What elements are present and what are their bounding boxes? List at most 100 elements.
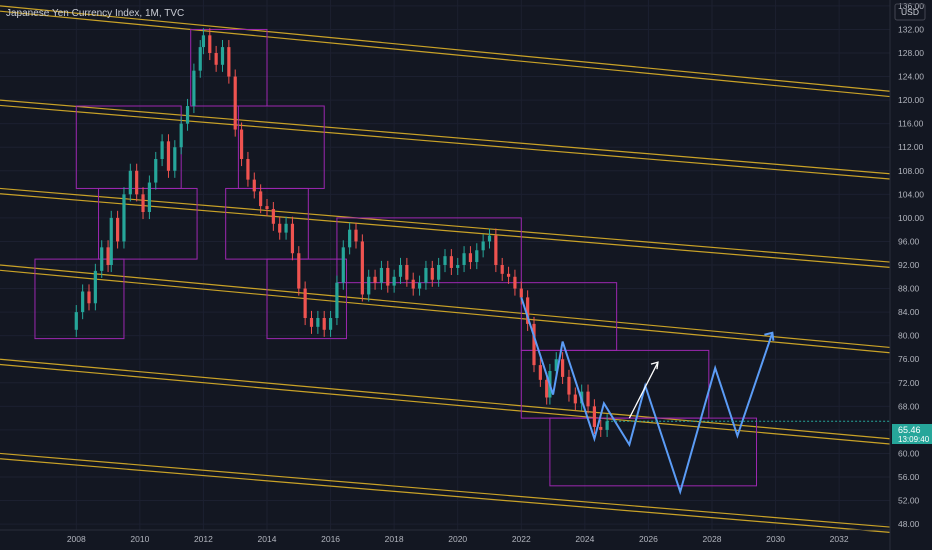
range-box[interactable] — [549, 417, 758, 487]
candle-body — [481, 241, 485, 251]
candle-body — [573, 394, 577, 404]
candle-body — [122, 194, 126, 242]
candle-body — [278, 223, 282, 233]
y-tick-label: 112.00 — [898, 142, 924, 152]
x-tick-label: 2028 — [703, 534, 722, 544]
candle-body — [154, 159, 158, 183]
candle-body — [259, 191, 263, 207]
candle-body — [532, 323, 536, 366]
time-axis[interactable]: 2008 2010 2012 2014 2016 2018 2020 2022 2024 2026… — [0, 529, 890, 544]
x-tick-label: 2008 — [67, 534, 86, 544]
channel-line — [0, 10, 891, 98]
last-price-value: 65.46 — [898, 425, 921, 435]
candle-body — [545, 379, 549, 398]
candle-body — [519, 288, 523, 298]
y-tick-label: 128.00 — [898, 48, 924, 58]
y-tick-label: 80.00 — [898, 331, 920, 341]
candle-body — [198, 47, 202, 71]
y-tick-label: 76.00 — [898, 354, 920, 364]
projection-line[interactable] — [520, 297, 774, 496]
candle-body — [106, 247, 110, 265]
currency-label: USD — [901, 7, 919, 17]
currency-button[interactable]: USD — [894, 3, 926, 21]
white-arrow-shaft[interactable] — [628, 361, 659, 419]
candle-body — [135, 170, 139, 195]
candle-body — [468, 253, 473, 263]
x-tick-label: 2020 — [448, 534, 467, 544]
last-price-badge-bg — [892, 424, 932, 444]
x-tick-label: 2010 — [130, 534, 149, 544]
candle-body — [246, 159, 250, 180]
candle-body — [309, 318, 314, 327]
candle-body — [265, 206, 269, 210]
candle-body — [271, 209, 275, 224]
x-tick-label: 2016 — [321, 534, 340, 544]
candle-body — [561, 359, 565, 377]
candle-body — [411, 279, 415, 289]
candle-body — [290, 223, 295, 254]
price-axis[interactable]: 136.00 132.00 128.00 124.00 120.00 116.00 112.… — [889, 0, 924, 550]
candle-body — [147, 182, 151, 212]
y-tick-label: 136.00 — [898, 1, 924, 11]
candle-body — [160, 141, 164, 159]
candle-body — [87, 291, 91, 304]
range-boxes — [34, 28, 758, 487]
channel-line — [0, 363, 891, 445]
candle-body — [506, 273, 511, 277]
candle-body — [437, 265, 441, 280]
candle-body — [392, 276, 396, 286]
candle-body — [386, 267, 390, 286]
candle-body — [179, 123, 183, 148]
candle-body — [354, 229, 358, 242]
candle-body — [297, 253, 301, 289]
candle-body — [599, 426, 603, 430]
range-box[interactable] — [336, 217, 522, 284]
y-tick-label: 92.00 — [898, 260, 920, 270]
candle-body — [373, 276, 377, 283]
y-tick-label: 68.00 — [898, 401, 920, 411]
y-tick-label: 48.00 — [898, 519, 920, 529]
channel-line — [0, 269, 891, 354]
candle-body — [328, 318, 333, 330]
currency-button-frame — [894, 3, 926, 21]
x-tick-label: 2030 — [766, 534, 785, 544]
candle-body — [443, 256, 447, 265]
projection-path — [520, 297, 890, 496]
y-tick-label: 72.00 — [898, 378, 920, 388]
range-box[interactable] — [266, 258, 347, 340]
last-price-badge: 65.46 13:09:40 — [892, 424, 932, 444]
candle-body — [348, 229, 352, 248]
channel-line — [0, 5, 891, 92]
y-tick-label: 88.00 — [898, 284, 920, 294]
candle-body — [93, 270, 97, 304]
candle-body — [141, 194, 145, 212]
candle-body — [424, 267, 428, 283]
candle-body — [526, 297, 530, 324]
candle-body — [109, 217, 113, 265]
candle-body — [398, 265, 403, 277]
candle-body — [192, 70, 196, 106]
channel-lines — [0, 5, 891, 533]
candle-body — [430, 267, 434, 280]
channel-line — [0, 264, 891, 349]
candle-body — [227, 47, 231, 77]
range-box[interactable] — [190, 28, 268, 107]
channel-line — [0, 99, 891, 175]
candle-body — [538, 365, 542, 380]
candle-body — [487, 235, 492, 242]
y-tick-label: 100.00 — [898, 213, 924, 223]
candle-body — [322, 318, 326, 330]
candle-body — [214, 53, 218, 65]
bar-countdown: 13:09:40 — [898, 435, 930, 444]
candle-body — [173, 147, 177, 171]
y-tick-label: 120.00 — [898, 95, 924, 105]
candle-body — [567, 376, 571, 395]
candle-body — [554, 359, 558, 371]
candle-body — [379, 267, 384, 283]
candle-body — [201, 35, 206, 48]
candle-body — [74, 312, 78, 330]
y-tick-label: 116.00 — [898, 119, 924, 129]
range-box[interactable] — [34, 258, 125, 340]
